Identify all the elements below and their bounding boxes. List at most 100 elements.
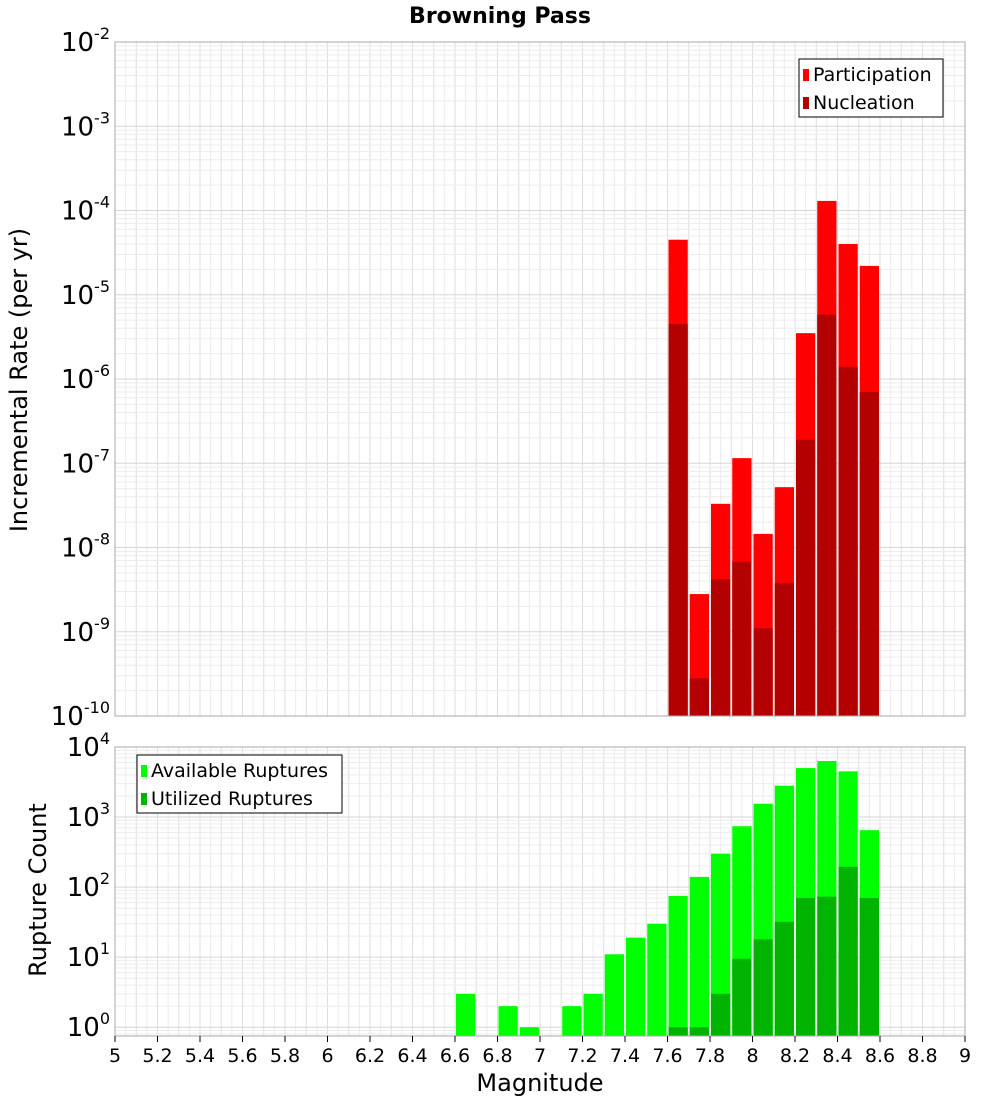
- count-bar-available-ruptures: [604, 954, 624, 1036]
- x-tick-label: 8: [746, 1045, 758, 1067]
- y-tick-label: 10-3: [61, 108, 110, 142]
- count-bar-available-ruptures: [668, 895, 688, 1036]
- x-tick-label: 7: [534, 1045, 546, 1067]
- y-tick-exponent: -10: [84, 698, 110, 717]
- count-bar-utilized-ruptures: [838, 866, 858, 1036]
- y-tick-label: 101: [67, 939, 110, 973]
- count-bar-utilized-ruptures: [753, 939, 773, 1036]
- y-tick-exponent: 0: [100, 1009, 110, 1028]
- legend-top: Participation Nucleation: [798, 58, 944, 118]
- y-tick-label: 10-2: [61, 24, 110, 58]
- y-tick-base: 10: [61, 281, 94, 311]
- count-bar-available-ruptures: [498, 1006, 518, 1036]
- y-tick-exponent: -5: [94, 277, 110, 296]
- x-tick-label: 7.6: [652, 1045, 682, 1067]
- count-bar-available-ruptures: [456, 993, 476, 1036]
- count-bar-available-ruptures: [711, 853, 731, 1036]
- x-tick-label: 7.4: [610, 1045, 640, 1067]
- rate-bar-nucleation: [753, 628, 773, 716]
- y-tick-base: 10: [61, 618, 94, 648]
- y-tick-exponent: -4: [94, 193, 110, 212]
- x-tick-label: 8.8: [907, 1045, 937, 1067]
- x-tick-label: 5.8: [270, 1045, 300, 1067]
- y-ticks-top: 10-210-310-410-510-610-710-810-910-10: [51, 24, 110, 732]
- y-tick-exponent: 2: [100, 869, 110, 888]
- count-bar-available-ruptures: [689, 876, 709, 1036]
- y-tick-exponent: 3: [100, 799, 110, 818]
- y-tick-exponent: -6: [94, 361, 110, 380]
- legend-swatch: [141, 793, 147, 805]
- x-tick-label: 6.2: [355, 1045, 385, 1067]
- y-tick-base: 10: [61, 449, 94, 479]
- y-tick-label: 102: [67, 869, 110, 903]
- y-tick-label: 10-6: [61, 361, 110, 395]
- count-bar-utilized-ruptures: [817, 896, 837, 1036]
- x-tick-label: 9: [959, 1045, 971, 1067]
- rate-bar-nucleation: [732, 561, 752, 716]
- rate-bar-nucleation: [689, 678, 709, 716]
- rate-bar-nucleation: [796, 439, 816, 716]
- y-tick-base: 10: [67, 803, 100, 833]
- x-tick-label: 5.4: [185, 1045, 215, 1067]
- legend-label: Available Ruptures: [151, 760, 328, 782]
- count-bar-available-ruptures: [583, 993, 603, 1036]
- y-tick-base: 10: [67, 873, 100, 903]
- y-tick-label: 10-8: [61, 530, 110, 564]
- legend-swatch: [803, 69, 809, 81]
- legend-bottom: Available Ruptures Utilized Ruptures: [136, 754, 343, 814]
- rate-bar-nucleation: [711, 579, 731, 716]
- count-bar-utilized-ruptures: [668, 1027, 688, 1036]
- y-tick-base: 10: [61, 365, 94, 395]
- y-tick-exponent: 4: [100, 729, 110, 748]
- legend-label: Nucleation: [813, 92, 915, 114]
- x-tick-label: 8.4: [822, 1045, 852, 1067]
- rate-bar-nucleation: [774, 582, 794, 716]
- grid-top: [114, 42, 966, 717]
- legend-box: [136, 754, 343, 814]
- y-tick-exponent: -7: [94, 445, 110, 464]
- y-tick-base: 10: [61, 28, 94, 58]
- y-tick-label: 10-10: [51, 698, 110, 732]
- x-tick-label: 6: [321, 1045, 333, 1067]
- legend-swatch: [803, 97, 809, 109]
- y-tick-label: 10-9: [61, 614, 110, 648]
- bars-top: [668, 200, 879, 717]
- y-tick-base: 10: [67, 943, 100, 973]
- count-bar-utilized-ruptures: [774, 921, 794, 1036]
- x-tick-label: 7.8: [695, 1045, 725, 1067]
- y-tick-exponent: -3: [94, 108, 110, 127]
- bars-bottom: [456, 761, 879, 1036]
- count-bar-available-ruptures: [626, 937, 646, 1036]
- y-tick-exponent: -2: [94, 24, 110, 43]
- count-bar-utilized-ruptures: [711, 993, 731, 1036]
- rate-bar-nucleation: [838, 366, 858, 716]
- plot-frame-top: [114, 41, 966, 717]
- y-tick-label: 100: [67, 1009, 110, 1043]
- x-tick-label: 8.6: [865, 1045, 895, 1067]
- legend-label: Participation: [813, 64, 932, 86]
- y-tick-exponent: 1: [100, 939, 110, 958]
- x-tick-label: 6.4: [397, 1045, 427, 1067]
- y-tick-base: 10: [67, 733, 100, 763]
- rate-bar-nucleation: [817, 314, 837, 716]
- y-tick-exponent: -8: [94, 530, 110, 549]
- x-ticks: 5 5.2 5.4 5.6 5.8 6 6.2 6.4 6.6 6.8 7 7.2 7.4 7.6 7.8 8…: [109, 1036, 971, 1067]
- x-tick-label: 5: [109, 1045, 121, 1067]
- legend-swatch: [141, 765, 147, 777]
- count-bar-utilized-ruptures: [796, 897, 816, 1036]
- y-tick-label: 104: [67, 729, 110, 763]
- x-tick-label: 6.6: [440, 1045, 470, 1067]
- x-tick-label: 6.8: [482, 1045, 512, 1067]
- y-tick-label: 10-7: [61, 445, 110, 479]
- y-tick-label: 10-4: [61, 193, 110, 227]
- y-tick-base: 10: [61, 197, 94, 227]
- y-tick-exponent: -9: [94, 614, 110, 633]
- count-bar-available-ruptures: [562, 1006, 582, 1036]
- y-tick-base: 10: [51, 702, 84, 732]
- count-bar-utilized-ruptures: [732, 958, 752, 1036]
- y-tick-label: 10-5: [61, 277, 110, 311]
- chart-title: Browning Pass: [409, 4, 591, 29]
